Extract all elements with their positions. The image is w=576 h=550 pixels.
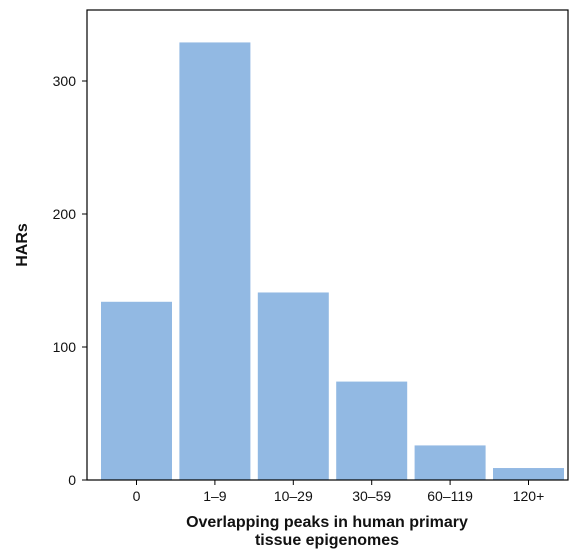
bar-2 [257,292,329,480]
bar-1 [179,42,251,481]
bar-5 [493,468,564,480]
y-tick-label-2: 200 [53,206,77,222]
x-tick-label-3: 30–59 [352,488,391,504]
plot-frame [86,9,569,481]
bar-0 [101,301,172,480]
y-axis-ticks: 0 100 200 300 [53,73,87,488]
bar-3 [336,381,408,480]
x-tick-label-0: 0 [133,488,141,504]
bars [101,42,564,481]
x-axis-title-line-1: Overlapping peaks in human primary [186,514,468,531]
x-axis-ticks: 0 1–9 10–29 30–59 60–119 120+ [133,480,545,504]
x-tick-label-5: 120+ [513,488,545,504]
bar-4 [414,445,486,480]
x-tick-label-1: 1–9 [203,488,227,504]
y-tick-label-0: 0 [68,472,76,488]
x-axis-title-line-2: tissue epigenomes [255,532,399,549]
x-tick-label-4: 60–119 [427,488,473,504]
y-axis-title: HARs [14,223,31,267]
x-tick-label-2: 10–29 [274,488,313,504]
y-tick-label-1: 100 [53,339,77,355]
y-tick-label-3: 300 [53,73,77,89]
